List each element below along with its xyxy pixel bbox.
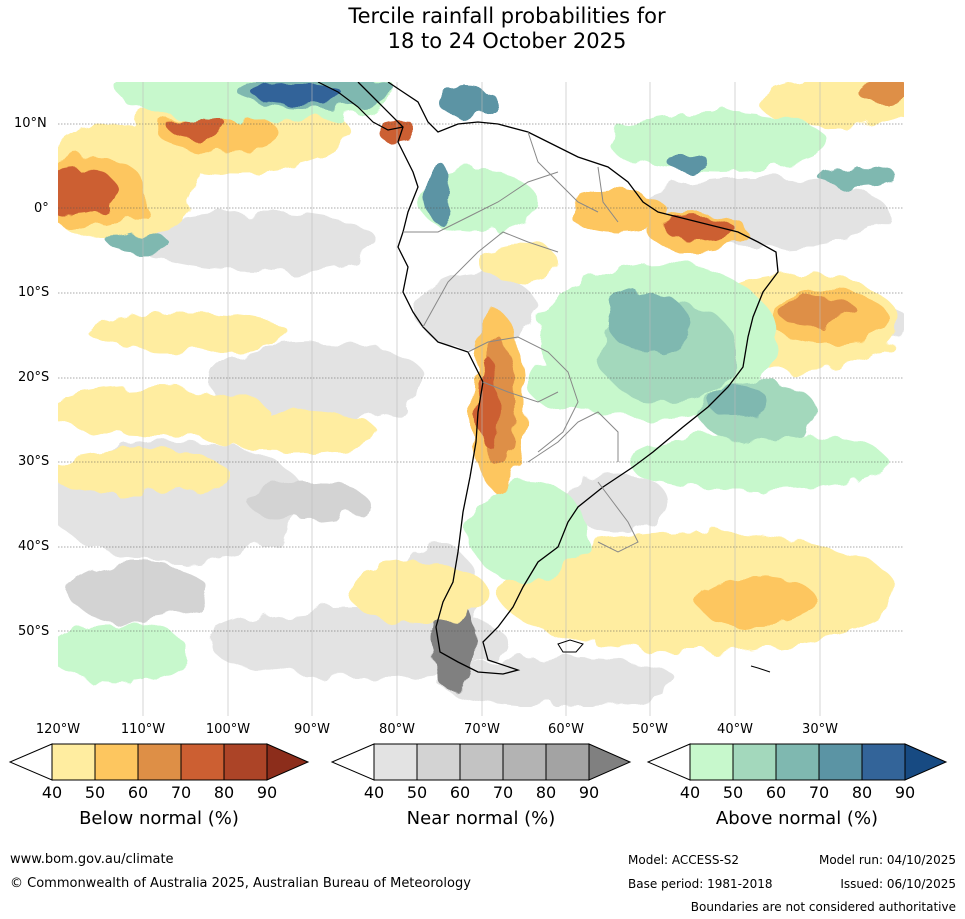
tick-near-90: 90: [578, 783, 600, 802]
lat-label-40s: 40°S: [18, 539, 50, 554]
colorbar-above-high-extension: [904, 743, 948, 781]
chart-title: Tercile rainfall probabilities for 18 to…: [0, 4, 965, 54]
colorbar-near-normal: [330, 743, 632, 781]
footer-issued: Issued: 06/10/2025: [840, 877, 956, 891]
tick-near-80: 80: [535, 783, 557, 802]
tick-below-90: 90: [256, 783, 278, 802]
tick-below-50: 50: [84, 783, 106, 802]
tick-near-60: 60: [449, 783, 471, 802]
lat-label-0: 0°: [34, 201, 49, 216]
tick-above-40: 40: [679, 783, 701, 802]
lon-label-40w: 40°W: [717, 722, 753, 737]
lon-label-80w: 80°W: [379, 722, 415, 737]
south-america-coastline: [357, 82, 779, 675]
footer-model-run: Model run: 04/10/2025: [818, 853, 956, 867]
colorbar-near-low-extension: [330, 743, 375, 781]
lon-label-70w: 70°W: [464, 722, 500, 737]
lon-label-120w: 120°W: [35, 722, 81, 737]
colorbar-near-bin-3: [459, 743, 504, 781]
probability-fields: [58, 82, 904, 707]
lat-label-10n: 10°N: [14, 116, 47, 131]
tick-near-70: 70: [492, 783, 514, 802]
map-canvas: [58, 82, 904, 716]
colorbar-near-bin-5: [545, 743, 590, 781]
footer-disclaimer: Boundaries are not considered authoritat…: [690, 900, 956, 914]
tick-below-70: 70: [170, 783, 192, 802]
tick-near-50: 50: [406, 783, 428, 802]
legend-near-normal: [330, 742, 632, 786]
tick-above-60: 60: [765, 783, 787, 802]
south-georgia: [750, 665, 771, 673]
title-line-1: Tercile rainfall probabilities for: [348, 4, 666, 28]
colorbar-above-bin-1: [689, 743, 734, 781]
falkland-islands: [557, 639, 584, 653]
colorbar-near-high-extension: [588, 743, 632, 781]
lon-label-100w: 100°W: [205, 722, 251, 737]
tick-below-40: 40: [41, 783, 63, 802]
legend-below-normal: [8, 742, 310, 786]
colorbar-near-bin-2: [416, 743, 461, 781]
tick-above-50: 50: [722, 783, 744, 802]
footer-url: www.bom.gov.au/climate: [10, 852, 174, 867]
tick-above-90: 90: [894, 783, 916, 802]
footer-model: Model: ACCESS-S2: [628, 853, 740, 867]
colorbar-near-bin-4: [502, 743, 547, 781]
colorbar-near-bin-1: [373, 743, 418, 781]
footer-base-period: Base period: 1981-2018: [628, 877, 773, 891]
lon-label-30w: 30°W: [802, 722, 838, 737]
colorbar-below-bin-5: [223, 743, 268, 781]
legend-above-normal: [646, 742, 948, 786]
tick-near-40: 40: [363, 783, 385, 802]
lon-label-50w: 50°W: [632, 722, 668, 737]
colorbar-above-bin-3: [775, 743, 820, 781]
colorbar-below-bin-2: [94, 743, 139, 781]
lon-label-60w: 60°W: [548, 722, 584, 737]
colorbar-above-bin-5: [861, 743, 906, 781]
below-normal-regions: [58, 82, 904, 652]
lat-label-30s: 30°S: [18, 454, 50, 469]
footer-copyright: © Commonwealth of Australia 2025, Austra…: [10, 876, 471, 891]
colorbar-below-bin-1: [51, 743, 96, 781]
legend-title-near-normal: Near normal (%): [406, 808, 556, 829]
colorbar-below-bin-3: [137, 743, 182, 781]
lat-label-50s: 50°S: [18, 624, 50, 639]
lat-label-20s: 20°S: [18, 370, 50, 385]
legend-title-below-normal: Below normal (%): [79, 808, 239, 829]
tick-above-80: 80: [851, 783, 873, 802]
rainfall-probability-map: [58, 82, 904, 716]
lat-label-10s: 10°S: [18, 285, 50, 300]
tick-below-80: 80: [213, 783, 235, 802]
lon-label-90w: 90°W: [294, 722, 330, 737]
colorbar-below-normal: [8, 743, 310, 781]
country-borders: [403, 131, 639, 553]
legend-title-above-normal: Above normal (%): [715, 808, 879, 829]
title-line-2: 18 to 24 October 2025: [387, 29, 627, 53]
colorbar-above-bin-2: [732, 743, 777, 781]
tick-below-60: 60: [127, 783, 149, 802]
colorbar-below-low-extension: [8, 743, 53, 781]
colorbar-above-bin-4: [818, 743, 863, 781]
lon-label-110w: 110°W: [120, 722, 166, 737]
colorbar-above-low-extension: [646, 743, 691, 781]
above-normal-regions: [58, 82, 898, 682]
tick-above-70: 70: [808, 783, 830, 802]
colorbar-below-high-extension: [266, 743, 310, 781]
central-america-coastline: [317, 82, 404, 131]
colorbar-above-normal: [646, 743, 948, 781]
colorbar-below-bin-4: [180, 743, 225, 781]
